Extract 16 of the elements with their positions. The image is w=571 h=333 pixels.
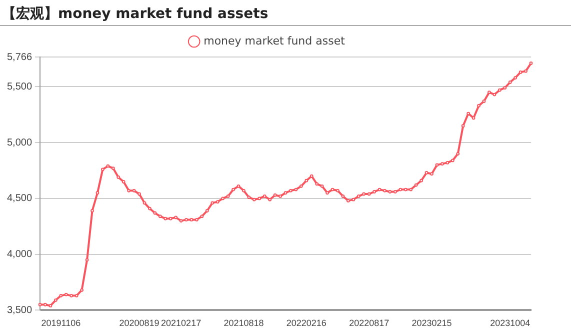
y-tick-label: 4,000: [6, 249, 32, 260]
x-tick-label: 20220216: [286, 318, 326, 328]
x-tick-label: 20191106: [41, 318, 81, 328]
y-tick-label: 5,766: [6, 52, 32, 63]
x-tick-label: 20210217: [161, 318, 202, 328]
x-tick-label: 20210818: [224, 318, 264, 328]
x-tick-label: 20200819: [119, 318, 160, 328]
x-tick-label: 20220817: [349, 318, 390, 328]
y-tick-label: 4,500: [6, 193, 32, 204]
x-tick-label: 20230215: [412, 318, 452, 328]
y-tick-label: 5,500: [6, 81, 32, 92]
legend-label: money market fund asset: [204, 34, 346, 48]
y-tick-label: 5,000: [6, 137, 32, 148]
x-tick-label: 20231004: [490, 318, 530, 328]
chart-title: 【宏观】money market fund assets: [0, 0, 571, 26]
y-tick-label: 3,500: [6, 304, 32, 316]
